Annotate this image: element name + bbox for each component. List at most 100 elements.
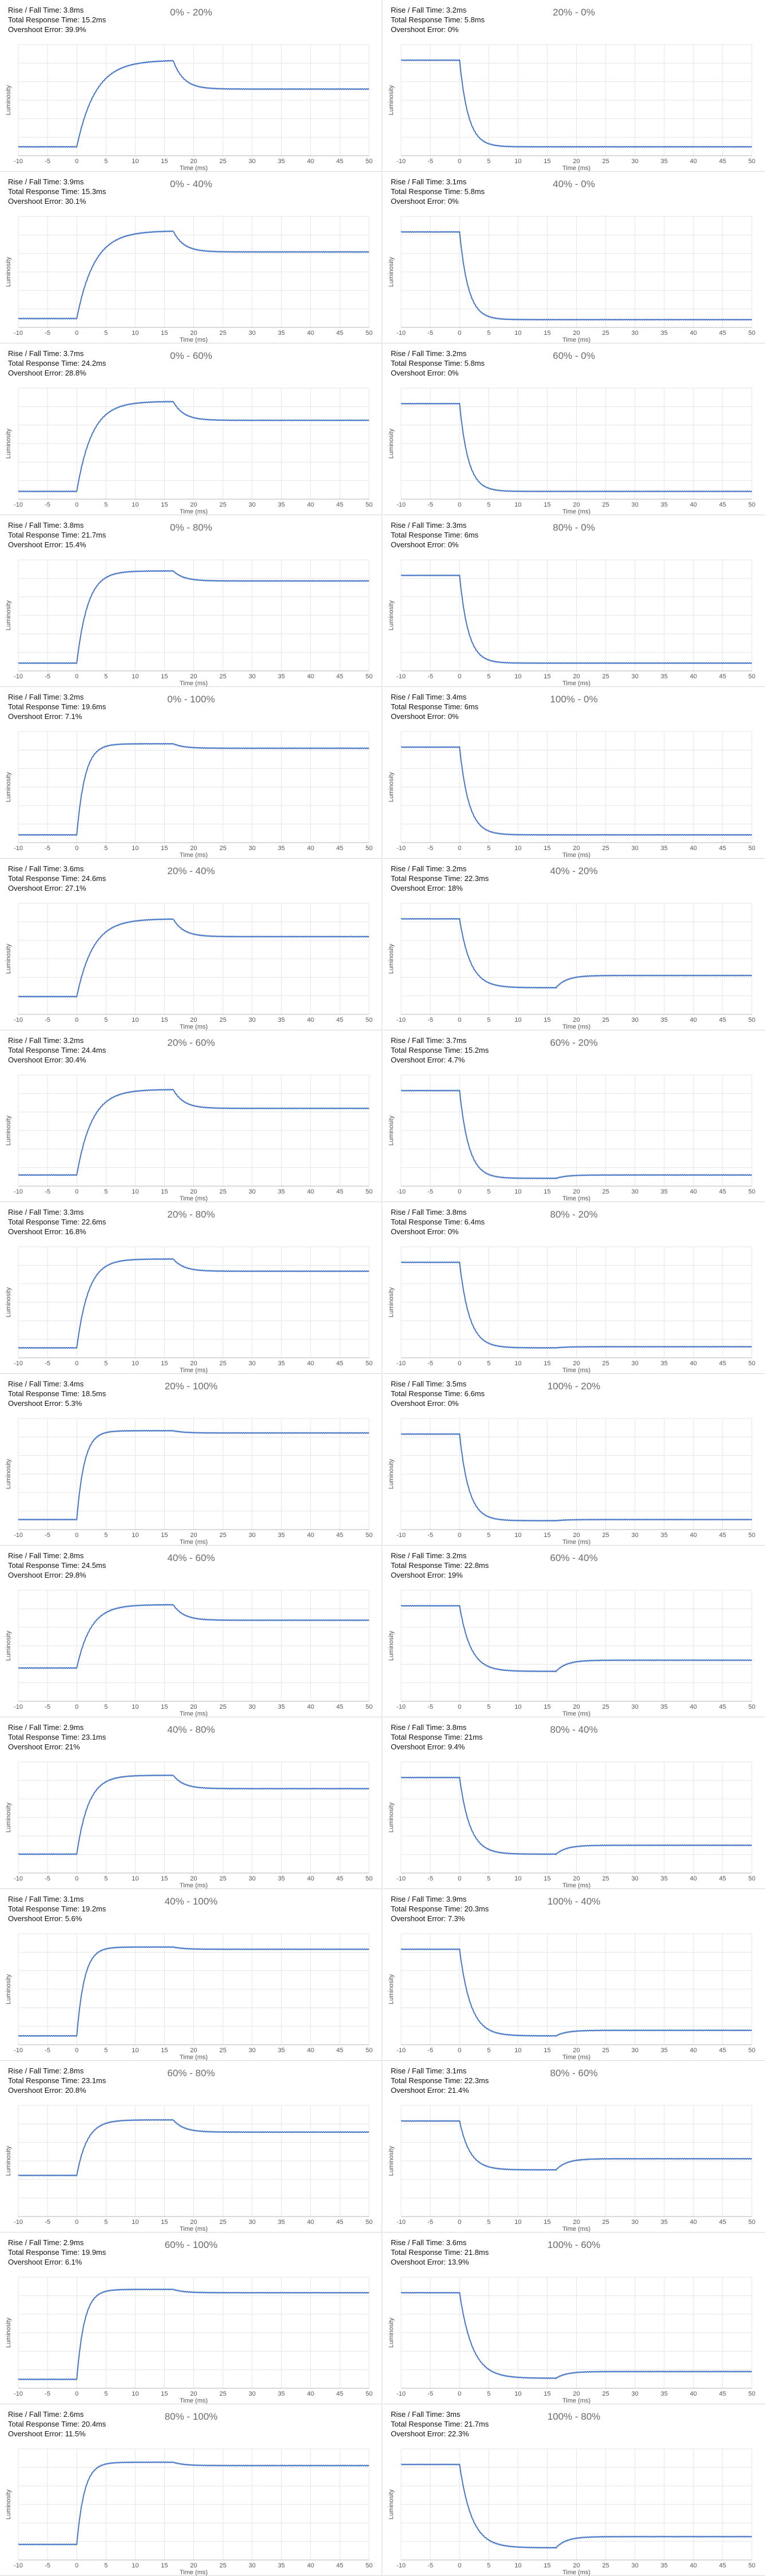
- chart-title: 0% - 60%: [170, 350, 212, 361]
- stat-label: Overshoot Error:: [391, 2086, 448, 2095]
- chart-title: 40% - 20%: [550, 866, 598, 876]
- stat-value: 16.8%: [65, 1227, 86, 1236]
- stat-label: Rise / Fall Time:: [8, 2238, 64, 2247]
- x-tick-label: 5: [104, 845, 108, 852]
- y-axis-label: Luminosity: [388, 85, 395, 115]
- x-tick-label: 45: [336, 2219, 343, 2226]
- x-tick-label: -5: [45, 330, 50, 337]
- x-tick-label: -10: [14, 1188, 23, 1195]
- x-tick-label: 0: [75, 1188, 78, 1195]
- stat-value: 22.8ms: [464, 1561, 489, 1570]
- total-response-time-text: Total Response Time: 22.3ms: [391, 874, 489, 883]
- stat-value: 19%: [447, 1571, 463, 1579]
- x-tick-label: 10: [514, 1360, 521, 1367]
- chart-stats: Rise / Fall Time: 3.2ms Total Response Ti…: [391, 349, 485, 378]
- x-tick-label: 40: [690, 673, 697, 680]
- x-tick-label: 10: [514, 1017, 521, 1024]
- x-tick-label: 45: [336, 1875, 343, 1882]
- x-tick-label: -10: [397, 2047, 406, 2054]
- x-tick-label: -10: [397, 158, 406, 165]
- x-tick-label: 50: [366, 2562, 372, 2569]
- x-tick-label: -10: [14, 1017, 23, 1024]
- x-tick-label: -5: [45, 1360, 50, 1367]
- chart-panel-60-to-80: Rise / Fall Time: 2.8ms Total Response Ti…: [0, 2061, 382, 2233]
- x-tick-label: 45: [336, 1360, 343, 1367]
- x-tick-label: 15: [161, 330, 168, 337]
- y-axis-label: Luminosity: [388, 1802, 395, 1832]
- total-response-time-text: Total Response Time: 20.4ms: [8, 2419, 106, 2429]
- chart-title: 80% - 0%: [553, 522, 595, 533]
- chart-panel-40-to-80: Rise / Fall Time: 2.9ms Total Response Ti…: [0, 1717, 382, 1889]
- x-tick-label: 20: [573, 2391, 580, 2397]
- x-tick-label: -5: [427, 501, 433, 508]
- stat-value: 9.4%: [447, 1743, 465, 1751]
- stat-label: Overshoot Error:: [8, 2429, 65, 2438]
- x-tick-label: 35: [661, 1188, 668, 1195]
- x-tick-label: 15: [161, 2219, 168, 2226]
- x-tick-label: 40: [307, 2562, 314, 2569]
- x-tick-label: 45: [336, 673, 343, 680]
- x-tick-label: 45: [336, 330, 343, 337]
- stat-value: 3.2ms: [446, 349, 467, 358]
- x-tick-label: 10: [514, 1532, 521, 1539]
- x-tick-label: 50: [748, 1875, 755, 1882]
- line-plot: -10 -5 0 5 10 15 20 25 30 35 40 45 50 Time (ms) Lumino…: [5, 388, 372, 515]
- luminosity-series-line: [401, 2463, 752, 2549]
- x-tick-label: 10: [132, 330, 138, 337]
- stat-label: Overshoot Error:: [391, 1227, 448, 1236]
- x-tick-label: 5: [487, 330, 490, 337]
- rise-fall-time-text: Rise / Fall Time: 3.4ms: [391, 692, 478, 702]
- x-tick-label: 50: [366, 2391, 372, 2397]
- x-tick-label: -10: [397, 330, 406, 337]
- x-tick-label: 35: [278, 1360, 285, 1367]
- x-tick-label: 45: [719, 1875, 726, 1882]
- x-tick-label: 45: [719, 1704, 726, 1710]
- x-tick-label: 40: [307, 1360, 314, 1367]
- x-tick-label: -5: [45, 501, 50, 508]
- x-tick-label: 45: [719, 2391, 726, 2397]
- overshoot-error-text: Overshoot Error: 29.8%: [8, 1570, 106, 1580]
- stat-value: 21.7ms: [464, 2420, 489, 2428]
- x-tick-label: 5: [487, 158, 490, 165]
- x-tick-label: 15: [161, 501, 168, 508]
- x-tick-label: -5: [45, 673, 50, 680]
- x-tick-label: 0: [458, 1704, 461, 1710]
- x-tick-label: 30: [249, 2219, 256, 2226]
- chart-title: 100% - 80%: [547, 2411, 601, 2422]
- x-tick-label: 10: [132, 2047, 138, 2054]
- x-tick-label: -5: [427, 1532, 433, 1539]
- x-tick-label: -10: [397, 1532, 406, 1539]
- x-tick-label: 35: [278, 2562, 285, 2569]
- x-tick-label: 30: [632, 330, 639, 337]
- y-axis-label: Luminosity: [5, 600, 12, 630]
- total-response-time-text: Total Response Time: 5.8ms: [391, 187, 485, 196]
- x-tick-label: 25: [602, 673, 609, 680]
- overshoot-error-text: Overshoot Error: 7.3%: [391, 1914, 489, 1923]
- chart-title: 80% - 100%: [164, 2411, 218, 2422]
- x-tick-label: 50: [748, 1704, 755, 1710]
- chart-stats: Rise / Fall Time: 3.2ms Total Response Ti…: [391, 1551, 489, 1580]
- stat-value: 3.1ms: [446, 177, 467, 186]
- x-axis-label: Time (ms): [562, 680, 590, 687]
- x-tick-label: 5: [104, 1532, 108, 1539]
- x-tick-label: 30: [249, 1532, 256, 1539]
- rise-fall-time-text: Rise / Fall Time: 3.3ms: [391, 520, 478, 530]
- x-tick-label: 25: [219, 1532, 226, 1539]
- stat-label: Overshoot Error:: [8, 712, 65, 721]
- chart-panel-100-to-0: Rise / Fall Time: 3.4ms Total Response Ti…: [383, 687, 765, 859]
- x-axis-label: Time (ms): [562, 1710, 590, 1717]
- overshoot-error-text: Overshoot Error: 11.5%: [8, 2429, 106, 2439]
- x-tick-label: -5: [427, 1360, 433, 1367]
- stat-label: Total Response Time:: [8, 1733, 82, 1741]
- line-plot: -10 -5 0 5 10 15 20 25 30 35 40 45 50 Time (ms) Lumino…: [5, 731, 372, 859]
- stat-label: Rise / Fall Time:: [391, 1208, 446, 1216]
- luminosity-series-line: [401, 59, 752, 148]
- x-tick-label: 0: [458, 1532, 461, 1539]
- x-tick-label: 5: [104, 2047, 108, 2054]
- x-tick-label: -5: [427, 330, 433, 337]
- total-response-time-text: Total Response Time: 21.8ms: [391, 2247, 489, 2257]
- line-plot: -10 -5 0 5 10 15 20 25 30 35 40 45 50 Time (ms) Lumino…: [388, 1761, 755, 1889]
- x-tick-label: 45: [336, 1532, 343, 1539]
- x-tick-label: 30: [249, 2047, 256, 2054]
- y-axis-label: Luminosity: [5, 1974, 12, 2004]
